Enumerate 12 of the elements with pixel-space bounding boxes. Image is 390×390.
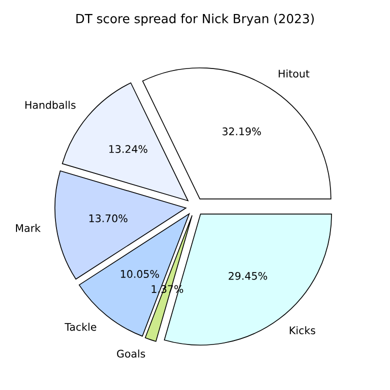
slice-label: Kicks (290, 326, 316, 334)
data-label: 13.70% (89, 214, 128, 222)
slice-label: Goals (116, 350, 146, 358)
data-label: 32.19% (222, 127, 261, 136)
slice-label: Tackle (64, 322, 96, 331)
slice-label: Hitout (278, 70, 310, 78)
slice-label: Handballs (25, 100, 76, 109)
slice-label: Mark (16, 224, 41, 232)
chart-title: DT score spread for Nick Bryan (2023) (76, 14, 314, 26)
data-label: 13.24% (109, 145, 148, 153)
data-label: 29.45% (228, 272, 268, 280)
data-label: 10.05% (120, 270, 159, 278)
